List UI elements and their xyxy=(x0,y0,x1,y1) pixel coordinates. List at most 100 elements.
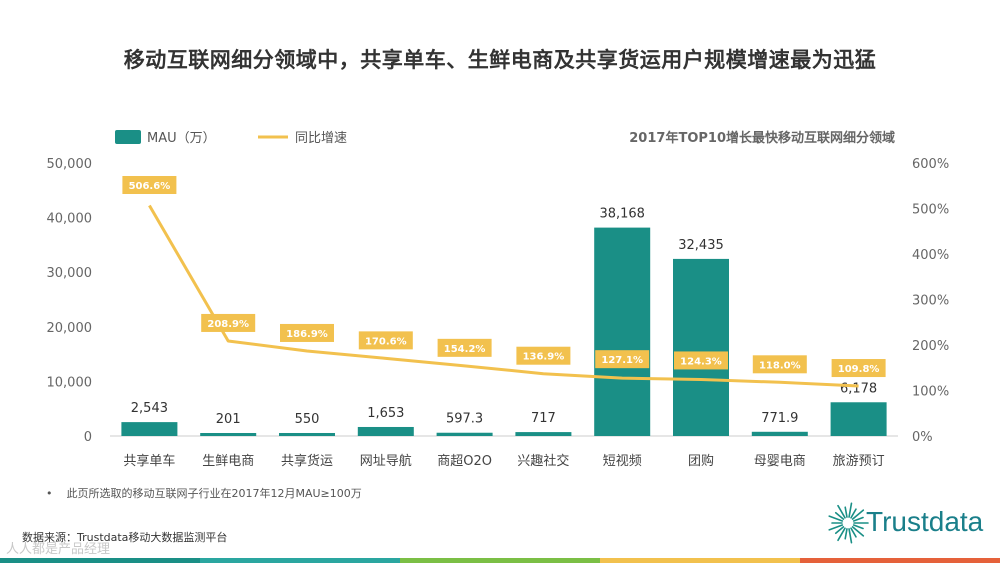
logo-ray xyxy=(850,527,857,538)
bar-value-label: 2,543 xyxy=(131,401,168,416)
bar xyxy=(751,431,808,436)
rate-label: 186.9% xyxy=(286,329,328,340)
bar xyxy=(436,432,493,436)
rate-label-badge xyxy=(674,351,728,370)
logo-ray xyxy=(848,502,853,518)
category-label: 生鲜电商 xyxy=(202,454,254,469)
rate-label-badge xyxy=(516,346,571,365)
bar-value-label: 550 xyxy=(295,412,320,427)
logo-ray xyxy=(828,515,844,522)
category-label: 兴趣社交 xyxy=(517,453,569,469)
page-title: 移动互联网细分领域中，共享单车、生鲜电商及共享货运用户规模增速最为迅猛 xyxy=(123,48,877,72)
rate-label-badge xyxy=(831,359,886,378)
y-right-tick-label: 400% xyxy=(912,248,949,263)
bar xyxy=(357,426,414,436)
bar xyxy=(121,422,178,436)
bar-value-label: 6,178 xyxy=(840,381,877,396)
rate-label-badge xyxy=(122,176,177,194)
growth-line-group: 506.6% 208.9% 186.9% 170.6% 154.2% 136.9% 127.… xyxy=(122,176,886,388)
y-left-tick-label: 10,000 xyxy=(47,375,93,390)
logo-ray xyxy=(837,504,846,519)
bar-value-label: 38,168 xyxy=(599,207,645,222)
y-left-tick-label: 40,000 xyxy=(47,212,93,227)
footer-segment xyxy=(600,558,800,563)
category-label: 旅游预订 xyxy=(833,454,885,469)
bar xyxy=(279,432,335,436)
bars-group: 2,543 201 550 1,653 597.3 717 38,168 32,435 771.… xyxy=(121,207,887,436)
y-right-tick-label: 0% xyxy=(912,430,933,445)
bar-value-label: 32,435 xyxy=(678,238,724,253)
data-source: 数据来源：Trustdata移动大数据监测平台 xyxy=(22,531,228,544)
footnote: • 此页所选取的移动互联网子行业在2017年12月MAU≥100万 xyxy=(46,485,362,501)
footer-segment xyxy=(400,558,600,563)
rate-label: 208.9% xyxy=(207,319,249,330)
logo-ray xyxy=(844,506,848,518)
footer-segment xyxy=(200,558,400,563)
bar xyxy=(673,258,729,436)
rate-label: 109.8% xyxy=(838,364,880,375)
rate-label: 154.2% xyxy=(444,344,486,355)
logo-ray xyxy=(850,508,857,519)
footer-segment xyxy=(800,558,1000,563)
growth-line xyxy=(148,204,859,388)
y-left-tick-label: 0 xyxy=(84,430,92,445)
category-label: 商超O2O xyxy=(437,454,492,469)
rate-label: 124.3% xyxy=(680,356,722,367)
bar-value-label: 201 xyxy=(216,412,241,427)
rate-label-badge xyxy=(201,313,256,332)
logo-ray xyxy=(837,527,846,542)
logo-ray xyxy=(844,528,848,540)
rate-label-badge xyxy=(280,323,334,342)
category-label: 共享单车 xyxy=(123,453,175,469)
rate-label: 118.0% xyxy=(759,360,801,371)
legend-bar-label: MAU（万） xyxy=(147,131,216,146)
footer-color-bar xyxy=(0,558,1000,563)
y-left-tick-label: 30,000 xyxy=(47,266,93,281)
bar xyxy=(515,432,572,436)
rate-label: 127.1% xyxy=(601,355,643,366)
y-right-tick-label: 300% xyxy=(912,294,949,309)
logo-ray xyxy=(828,524,844,531)
bar xyxy=(594,227,651,436)
bar xyxy=(830,402,887,436)
category-labels-group: 共享单车 生鲜电商 共享货运 网址导航 商超O2O 兴趣社交 短视频 团购 母婴电商 旅游预订 xyxy=(123,453,884,469)
rate-label-badge xyxy=(358,331,413,350)
category-label: 团购 xyxy=(688,453,714,469)
y-left-tick-label: 20,000 xyxy=(47,321,93,336)
watermark: 人人都是产品经理 xyxy=(6,542,111,557)
logo-ray xyxy=(852,524,864,530)
footnote-text: 此页所选取的移动互联网子行业在2017年12月MAU≥100万 xyxy=(66,487,362,500)
y-left-tick-label: 50,000 xyxy=(47,157,93,172)
bar-value-label: 771.9 xyxy=(761,411,798,426)
footer-segment xyxy=(0,558,200,563)
logo-ray xyxy=(852,516,864,522)
logo-ray xyxy=(851,509,865,520)
rate-label-badge xyxy=(437,338,492,357)
rate-label: 136.9% xyxy=(523,352,565,363)
bar-value-label: 1,653 xyxy=(367,406,404,421)
rate-label: 170.6% xyxy=(365,336,407,347)
category-label: 母婴电商 xyxy=(754,454,806,469)
footnote-bullet: • xyxy=(46,487,53,500)
y-right-tick-label: 200% xyxy=(912,339,949,354)
y-right-tick-label: 500% xyxy=(912,203,949,218)
logo-ray xyxy=(834,526,845,535)
bar xyxy=(200,433,257,436)
legend-bar-swatch xyxy=(115,130,141,144)
y-right-tick-label: 100% xyxy=(912,385,949,400)
category-label: 共享货运 xyxy=(281,453,333,469)
logo-text: Trustdata xyxy=(866,506,984,537)
rate-label-badge xyxy=(752,355,807,374)
legend-line-label: 同比增速 xyxy=(295,131,347,146)
category-label: 网址导航 xyxy=(360,453,412,469)
rate-label: 506.6% xyxy=(129,181,171,192)
trustdata-logo: Trustdata xyxy=(826,500,996,546)
logo-burst-icon xyxy=(828,502,869,544)
chart-subtitle: 2017年TOP10增长最快移动互联网细分领域 xyxy=(629,130,895,146)
logo-ray xyxy=(848,528,853,544)
axes-group: 0 10,000 20,000 30,000 40,000 50,000 0% 100% 200… xyxy=(47,157,950,445)
y-right-tick-label: 600% xyxy=(912,157,949,172)
bar-value-label: 597.3 xyxy=(446,412,483,427)
bar-value-label: 717 xyxy=(531,411,556,426)
